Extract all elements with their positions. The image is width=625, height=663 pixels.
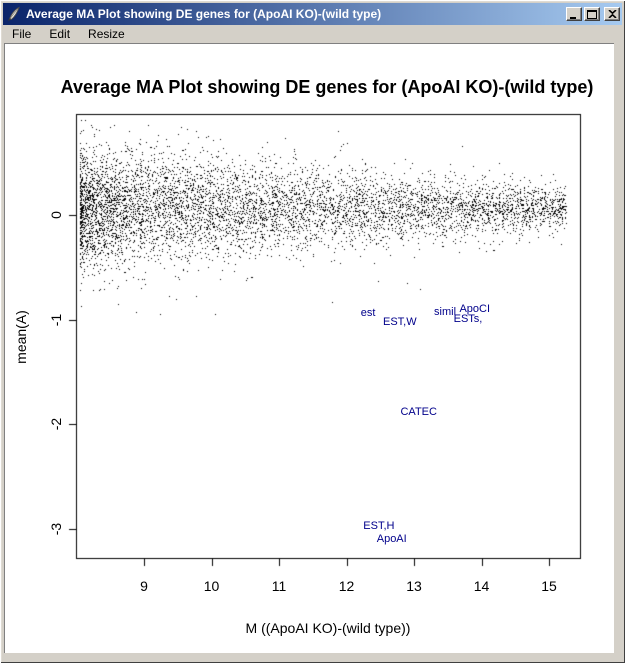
menu-item-edit[interactable]: Edit xyxy=(49,27,71,41)
x-tick-label: 14 xyxy=(473,578,490,594)
close-icon xyxy=(607,10,617,18)
gene-label-est-h: EST,H xyxy=(363,519,395,532)
x-axis-label: M ((ApoAI KO)-(wild type)) xyxy=(245,620,411,636)
x-tick-label: 12 xyxy=(338,578,355,594)
plot-client-area xyxy=(4,43,614,653)
titlebar[interactable]: Average MA Plot showing DE genes for (Ap… xyxy=(3,3,622,25)
x-tick-label: 9 xyxy=(140,578,148,594)
window-title: Average MA Plot showing DE genes for (Ap… xyxy=(26,7,382,21)
plot-title: Average MA Plot showing DE genes for (Ap… xyxy=(60,77,594,97)
gene-label-ests-: ESTs, xyxy=(453,312,483,325)
menu-bar: File Edit Resize xyxy=(3,25,622,43)
gene-label-simil: simil xyxy=(434,306,457,319)
maximize-button[interactable] xyxy=(584,7,600,21)
y-axis-label: mean(A) xyxy=(13,310,29,364)
x-tick-label: 10 xyxy=(203,578,220,594)
menu-item-resize[interactable]: Resize xyxy=(88,27,125,41)
gene-label-est: est xyxy=(360,307,376,320)
menu-item-file[interactable]: File xyxy=(12,27,32,41)
y-tick-label: -2 xyxy=(48,418,64,431)
maximize-icon xyxy=(587,9,597,19)
minimize-button[interactable] xyxy=(566,7,582,21)
x-tick-label: 13 xyxy=(406,578,422,594)
gene-label-apoci: ApoCI xyxy=(459,303,491,316)
y-tick-label: 0 xyxy=(48,211,64,219)
close-button[interactable] xyxy=(604,7,620,21)
gene-label-est-w: EST,W xyxy=(383,315,417,328)
minimize-icon xyxy=(570,16,576,19)
y-tick-label: -3 xyxy=(48,522,64,536)
x-tick-label: 11 xyxy=(271,578,287,594)
x-tick-label: 15 xyxy=(541,578,557,594)
quill-feather-icon xyxy=(6,6,22,22)
y-tick-label: -1 xyxy=(48,313,64,326)
gene-label-apoai: ApoAI xyxy=(376,532,407,545)
gene-label-catec: CATEC xyxy=(400,405,437,418)
